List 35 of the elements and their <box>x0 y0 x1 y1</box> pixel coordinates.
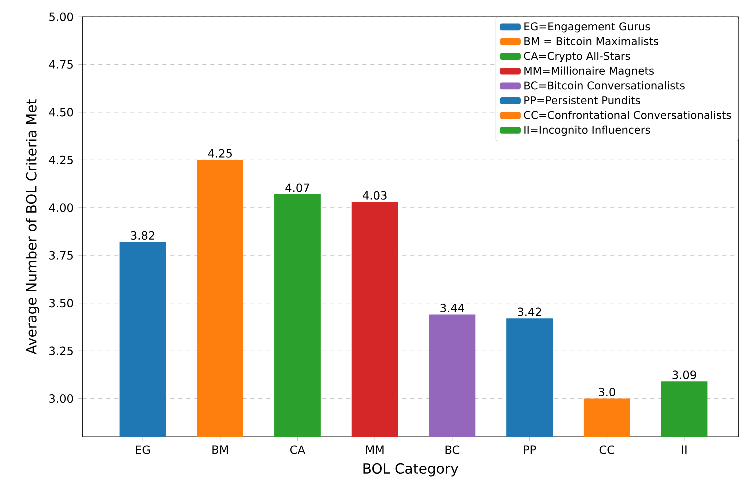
x-tick-label: EG <box>136 446 150 454</box>
y-tick-label: 4.00 <box>49 204 74 212</box>
legend-label: BC=Bitcoin Conversationalists <box>524 82 685 90</box>
x-tick-label: PP <box>524 446 536 454</box>
legend-label: CC=Confrontational Conversationalists <box>524 111 732 120</box>
data-label: 3.44 <box>440 304 464 313</box>
y-tick-label: 3.75 <box>50 251 73 260</box>
y-tick-label: 4.50 <box>49 108 74 117</box>
legend-label: EG=Engagement Gurus <box>524 22 650 33</box>
data-label: 3.82 <box>131 231 154 240</box>
y-tick-label: 3.50 <box>50 299 74 308</box>
x-tick-label: II <box>682 446 687 454</box>
y-axis-title: Average Number of BOL Criteria Met <box>26 100 40 355</box>
data-label: 3.42 <box>518 308 542 316</box>
y-tick-label: 3.25 <box>50 346 73 356</box>
x-tick-label: BC <box>446 446 460 454</box>
legend-label: II=Incognito Influencers <box>524 126 650 136</box>
x-tick-label: BM <box>212 446 228 454</box>
data-label: 3.09 <box>672 370 696 380</box>
y-tick-label: 5.00 <box>50 12 74 22</box>
x-tick-label: CA <box>290 446 306 454</box>
data-label: 4.25 <box>208 149 232 158</box>
data-label: 3.0 <box>598 388 616 397</box>
legend-label: CA=Crypto All-Stars <box>524 52 630 62</box>
y-tick-label: 3.00 <box>50 394 74 404</box>
x-tick-label: MM <box>366 446 384 454</box>
legend-label: BM = Bitcoin Maximalists <box>524 37 659 46</box>
x-tick-label: CC <box>600 446 614 454</box>
y-tick-label: 4.75 <box>49 60 73 69</box>
x-axis-title: BOL Category <box>364 463 459 477</box>
data-label: 4.03 <box>363 191 387 200</box>
legend-label: MM=Millionaire Magnets <box>524 66 654 78</box>
legend-label: PP=Persistent Pundits <box>524 96 640 105</box>
data-label: 4.07 <box>286 184 310 192</box>
y-tick-label: 4.25 <box>49 156 73 164</box>
